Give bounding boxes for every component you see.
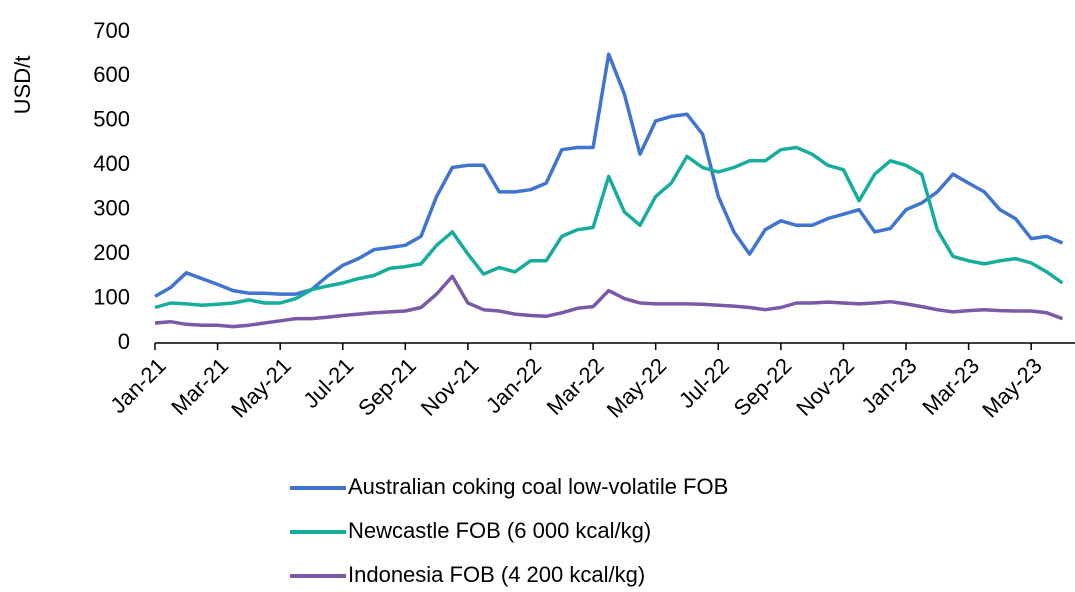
x-tick-label: Jan-23 bbox=[856, 353, 921, 418]
x-tick-label: Mar-23 bbox=[917, 353, 984, 420]
series-line bbox=[154, 274, 1064, 329]
x-tick-label: Nov-21 bbox=[416, 353, 484, 421]
x-tick-label: May-23 bbox=[977, 353, 1047, 423]
x-tick-label: Sep-22 bbox=[729, 353, 797, 421]
y-tick-label: 200 bbox=[93, 240, 130, 265]
x-tick-label: May-21 bbox=[226, 353, 296, 423]
legend-label: Indonesia FOB (4 200 kcal/kg) bbox=[348, 562, 645, 587]
y-tick-label: 400 bbox=[93, 151, 130, 176]
x-tick-label: Jan-21 bbox=[105, 353, 170, 418]
x-tick-label: Sep-21 bbox=[353, 353, 421, 421]
x-tick-label: May-22 bbox=[602, 353, 672, 423]
x-tick-label: Jul-22 bbox=[674, 353, 734, 413]
legend-label: Australian coking coal low-volatile FOB bbox=[348, 474, 728, 499]
series-line bbox=[154, 145, 1064, 310]
legend-label: Newcastle FOB (6 000 kcal/kg) bbox=[348, 518, 651, 543]
y-tick-label: 600 bbox=[93, 62, 130, 87]
x-tick-label: Nov-22 bbox=[791, 353, 859, 421]
y-tick-label: 100 bbox=[93, 284, 130, 309]
x-tick-label: Jul-21 bbox=[298, 353, 358, 413]
y-tick-label: 700 bbox=[93, 18, 130, 43]
y-tick-label: 300 bbox=[93, 196, 130, 221]
x-tick-label: Mar-21 bbox=[166, 353, 233, 420]
y-tick-label: 500 bbox=[93, 107, 130, 132]
y-axis-label: USD/t bbox=[10, 56, 35, 115]
x-tick-label: Mar-22 bbox=[542, 353, 609, 420]
y-tick-label: 0 bbox=[118, 329, 130, 354]
x-tick-label: Jan-22 bbox=[481, 353, 546, 418]
